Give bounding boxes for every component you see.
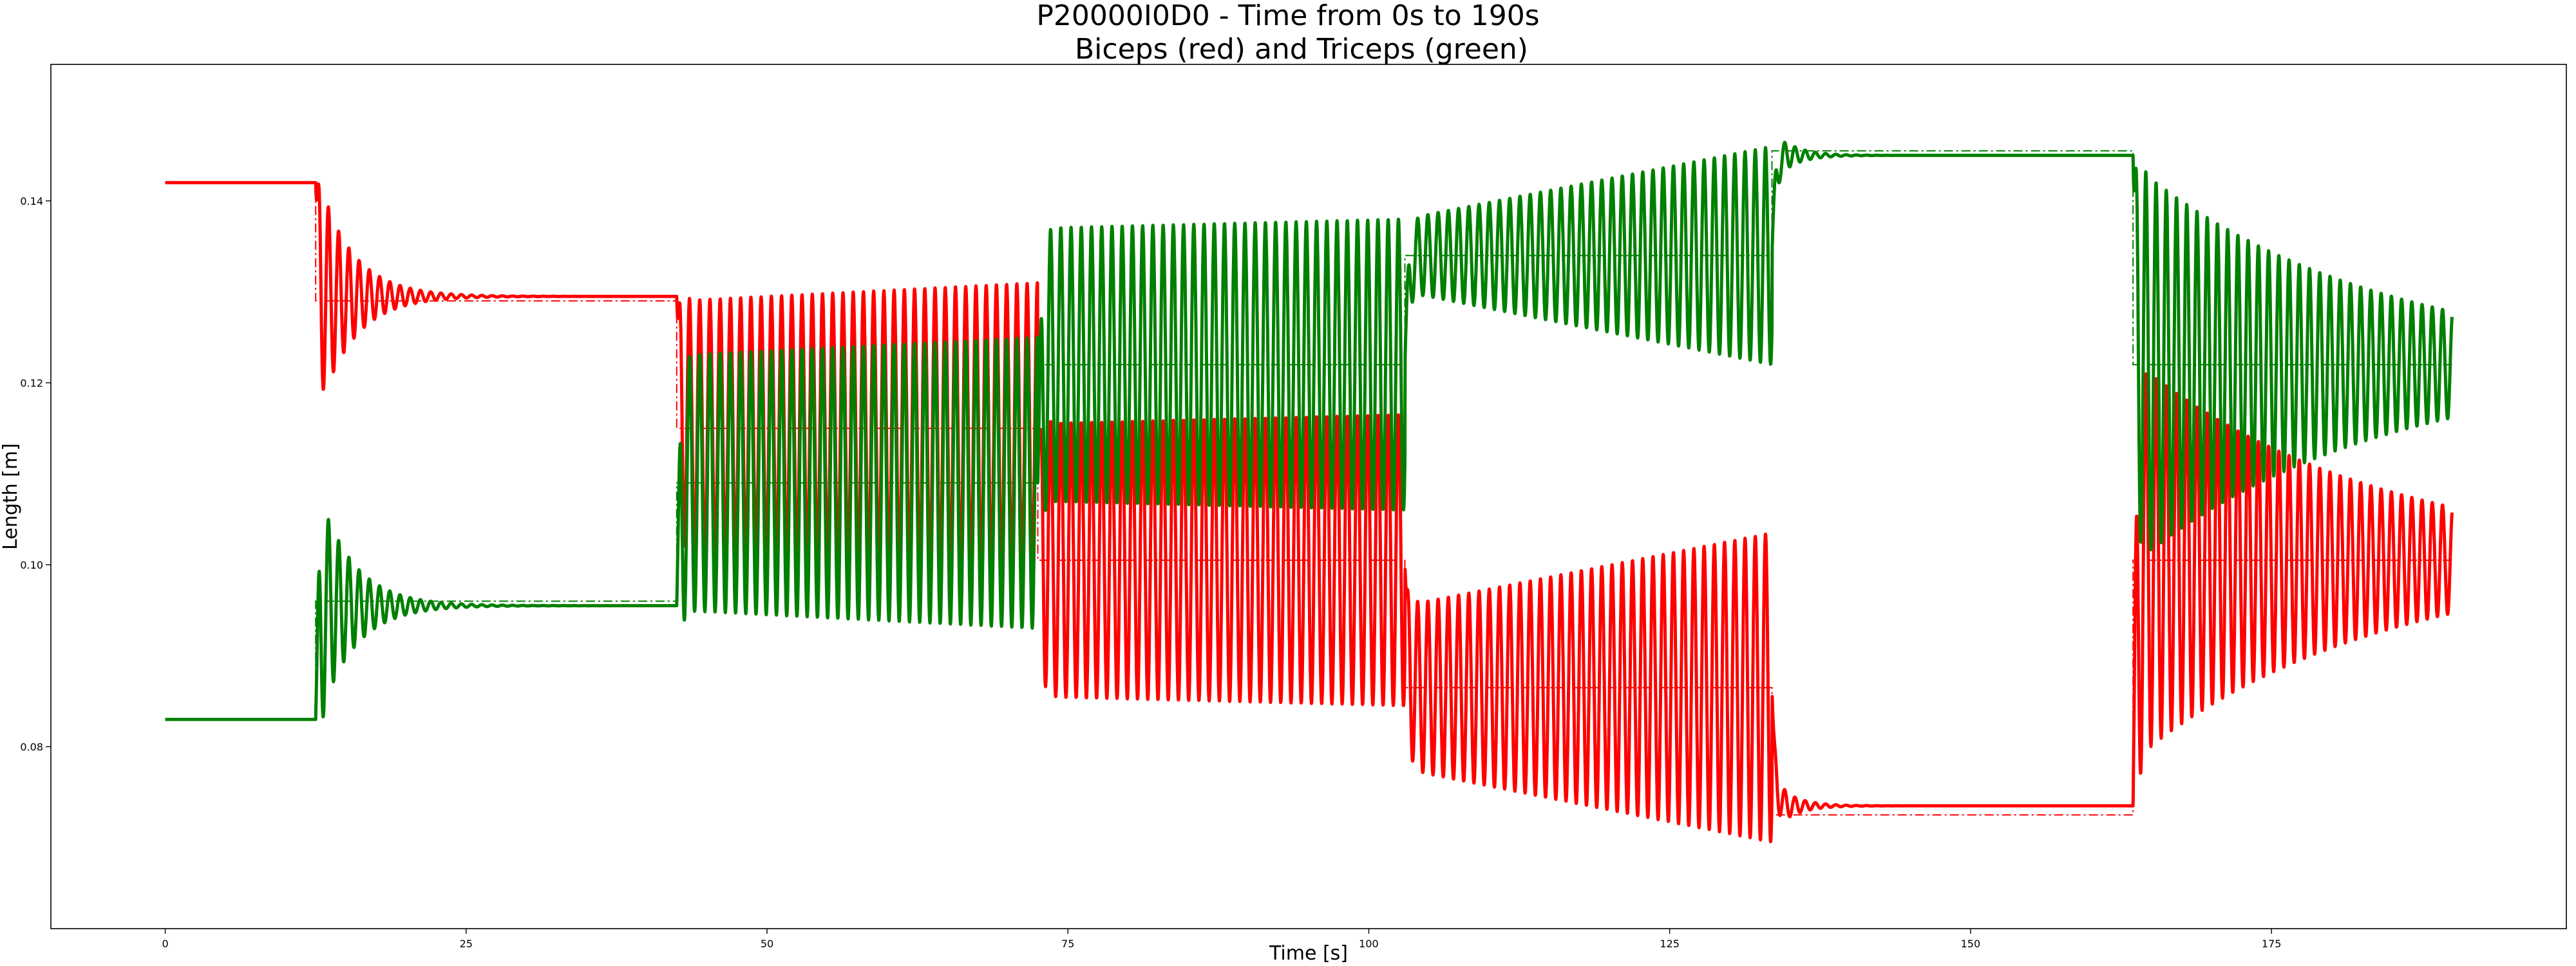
series-lines (164, 140, 2454, 844)
x-tick-label: 50 (761, 938, 773, 950)
y-tick-label: 0.14 (20, 195, 43, 207)
triceps-series-line (164, 140, 2454, 721)
y-axis-label: Length [m] (0, 443, 22, 550)
x-axis-ticks: 0 25 50 75 100 125 150 175 (162, 929, 2281, 950)
x-axis-label: Time [s] (1269, 942, 1348, 965)
chart-subtitle: Biceps (red) and Triceps (green) (1048, 33, 1528, 66)
plot-area-frame (50, 64, 2567, 929)
x-tick-label: 0 (162, 938, 168, 950)
y-tick-label: 0.08 (20, 741, 43, 753)
x-tick-label: 175 (2262, 938, 2282, 950)
y-tick-label: 0.12 (20, 377, 43, 389)
x-tick-label: 25 (460, 938, 473, 950)
biceps-series-line (164, 181, 2454, 844)
chart-title: P20000I0D0 - Time from 0s to 190s (1036, 0, 1540, 32)
y-tick-label: 0.10 (20, 559, 43, 571)
y-axis-ticks: 0.08 0.10 0.12 0.14 (20, 195, 51, 753)
x-tick-label: 75 (1061, 938, 1074, 950)
x-tick-label: 100 (1359, 938, 1379, 950)
x-tick-label: 125 (1660, 938, 1680, 950)
x-tick-label: 150 (1961, 938, 1981, 950)
